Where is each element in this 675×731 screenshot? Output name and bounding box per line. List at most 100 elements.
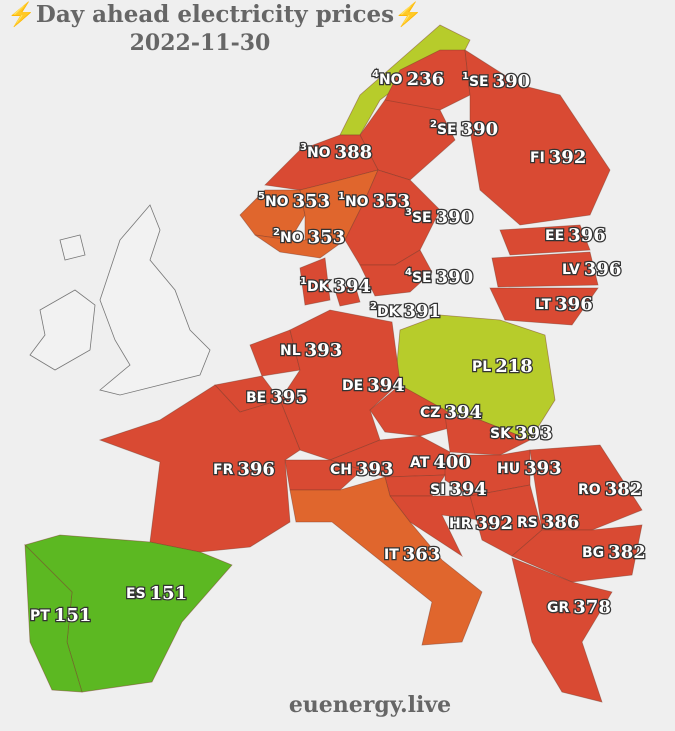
price: 363 [403,544,441,565]
price: 393 [524,458,562,479]
zone: 3 [300,142,307,153]
price: 391 [403,301,441,322]
price: 382 [605,479,643,500]
iceland-stub [59,234,86,261]
price: 382 [608,542,646,563]
region [299,257,331,306]
price: 218 [495,356,533,377]
code: DK [377,304,401,320]
region [511,557,613,703]
region-label: IT 363 [384,544,440,565]
region-label: BE 395 [246,387,308,408]
region-label: RO 382 [578,479,642,500]
region-label: 4NO 236 [372,69,444,90]
region [389,495,481,558]
price: 396 [555,294,593,315]
region-label: 3NO 388 [300,142,372,163]
price: 353 [373,191,411,212]
region-label: 1DK 394 [300,276,371,297]
region-label: RS 386 [517,512,579,533]
code: NL [280,343,301,359]
region-label: ES 151 [126,583,187,604]
code: CH [330,462,352,478]
region-label: 1SE 390 [462,71,530,92]
code: IT [384,547,399,563]
price: 393 [356,459,394,480]
code: SK [490,426,512,442]
zone: 4 [405,267,412,278]
region [529,444,643,531]
price: 151 [150,583,188,604]
code: RS [517,515,538,531]
price: 353 [293,191,331,212]
region-label: BG 382 [582,542,646,563]
price: 386 [542,512,580,533]
price: 394 [367,375,405,396]
regions [24,24,643,703]
price: 388 [335,142,373,163]
zone: 1 [462,71,469,82]
great-britain [99,204,211,396]
price: 394 [333,276,371,297]
price: 400 [433,452,471,473]
price: 236 [407,69,445,90]
code: FI [530,150,545,166]
code: SE [412,210,432,226]
price: 390 [436,267,474,288]
region [289,476,483,646]
background-land [29,204,211,396]
code: SE [437,122,457,138]
region [489,287,599,326]
code: BG [582,545,604,561]
code: NO [280,230,304,246]
zone: 5 [258,191,265,202]
zone: 2 [430,119,437,130]
code: GR [547,600,569,616]
price: 395 [270,387,308,408]
region-label: CH 393 [330,459,394,480]
code: HU [497,461,520,477]
zone: 2 [273,227,280,238]
zone: 4 [372,69,379,80]
code: FR [213,462,234,478]
code: LT [535,297,552,313]
region [464,49,611,226]
region-label: FR 396 [213,459,275,480]
price: 390 [461,119,499,140]
title: ⚡Day ahead electricity prices⚡ [7,1,423,28]
region [284,459,363,491]
zone: 3 [405,207,412,218]
price: 394 [449,479,487,500]
code: AT [410,455,430,471]
region-label: PL 218 [472,356,533,377]
region-label: EE 396 [545,225,606,246]
code: NO [265,194,289,210]
price: 393 [515,423,553,444]
zone: 2 [370,301,377,312]
price: 378 [573,597,611,618]
zone: 1 [338,191,345,202]
region-label: HR 392 [449,513,513,534]
region [499,224,591,256]
code: SE [412,270,432,286]
region-label: NL 393 [280,340,342,361]
region-label: 3SE 390 [405,207,473,228]
region-label: SK 393 [490,423,553,444]
region-label: HU 393 [497,458,562,479]
code: LV [562,262,580,278]
region [359,249,433,297]
code: DK [307,279,331,295]
price: 151 [54,605,92,626]
region-label: 2SE 390 [430,119,498,140]
code: CZ [420,405,440,421]
region-label: DE 394 [342,375,405,396]
region-label: SI 394 [430,479,487,500]
price: 392 [476,513,514,534]
code: HR [449,516,472,532]
price: 396 [237,459,275,480]
region-label: 2NO 353 [273,227,345,248]
code: DE [342,378,363,394]
price: 396 [584,259,622,280]
